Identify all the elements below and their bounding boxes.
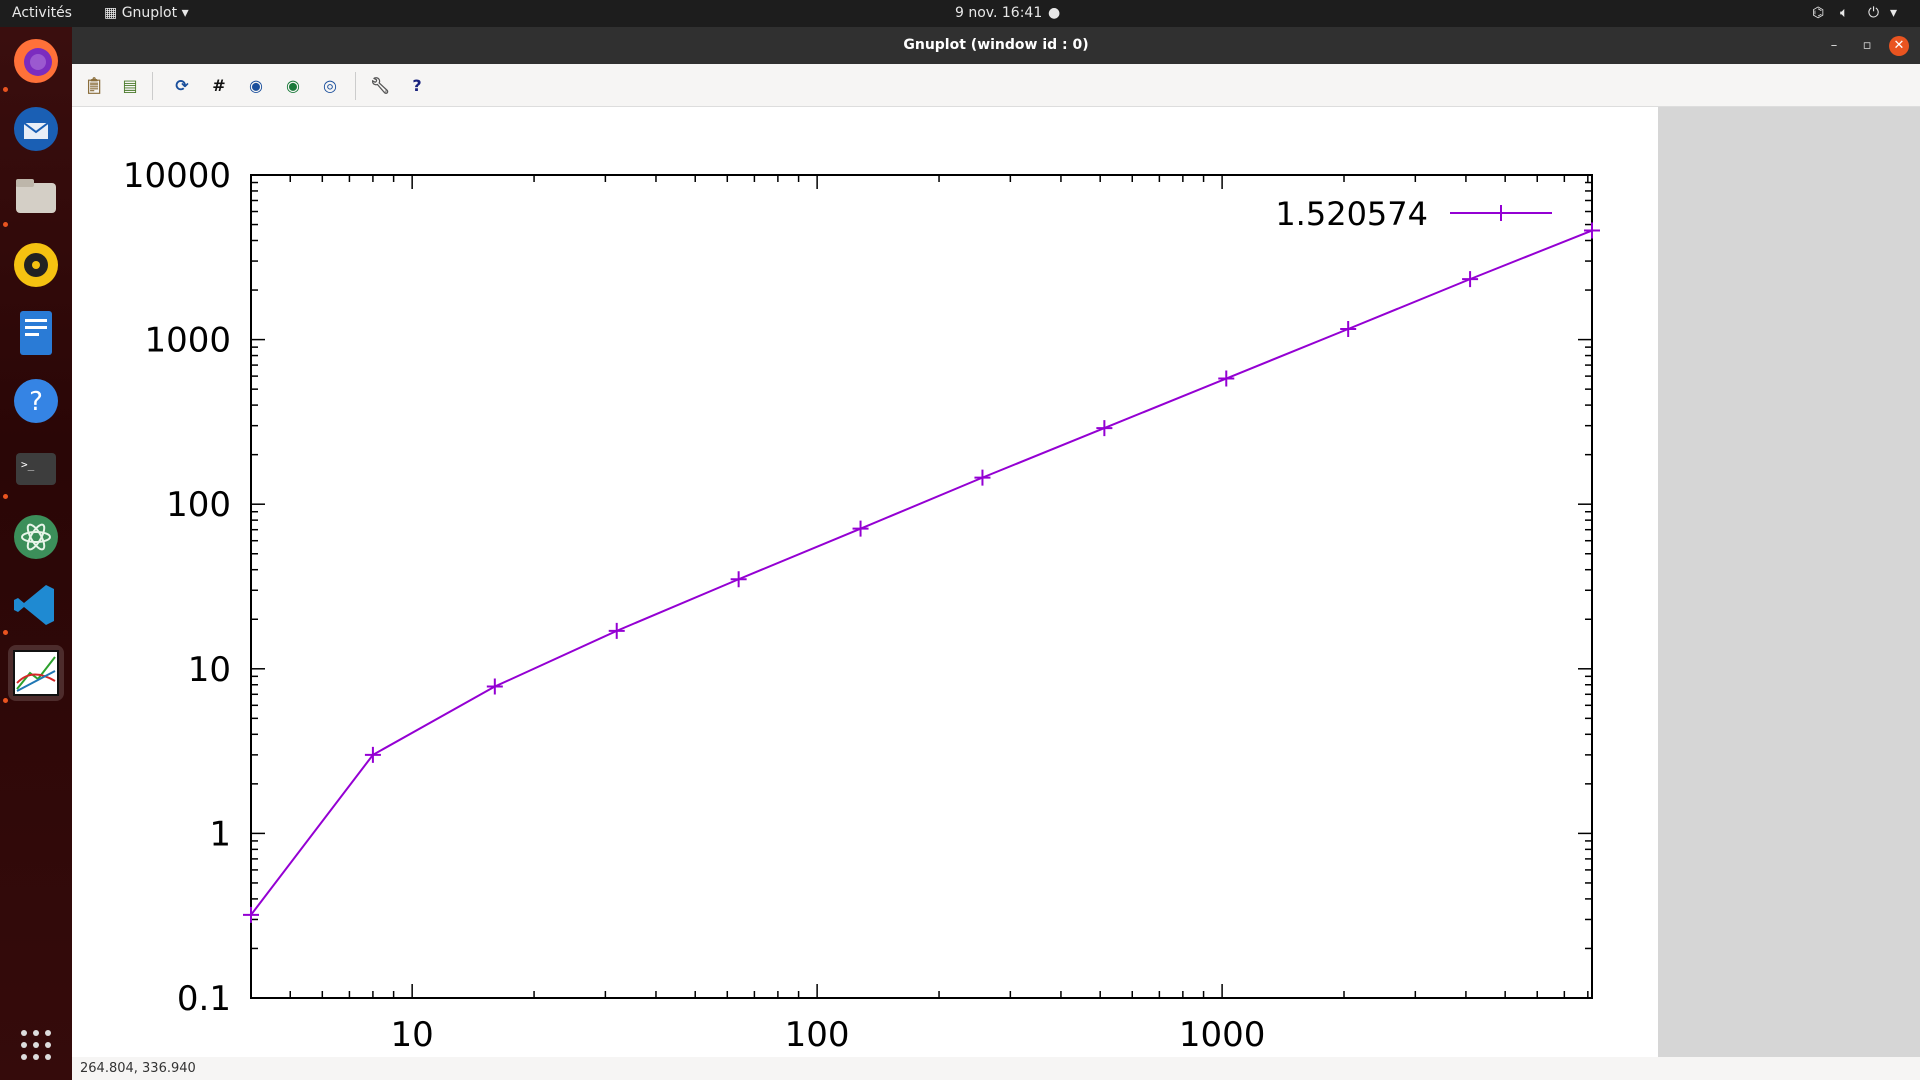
notification-dot-icon: ●: [1048, 5, 1061, 21]
dock: ? >_: [0, 27, 72, 1080]
maximize-icon[interactable]: ▫: [1862, 38, 1872, 53]
y-tick-label: 100: [166, 485, 231, 525]
power-icon[interactable]: ⏻: [1868, 5, 1880, 21]
zoom-previous-icon[interactable]: ◉: [249, 76, 263, 95]
running-indicator: [3, 494, 8, 499]
running-indicator: [3, 698, 8, 703]
running-indicator: [3, 630, 8, 635]
data-point: [243, 906, 259, 923]
series-line: [250, 229, 1593, 916]
window-titlebar[interactable]: Gnuplot (window id : 0) – ▫ ✕: [72, 27, 1920, 64]
y-tick-label: 10000: [123, 156, 231, 196]
files-icon[interactable]: [8, 169, 64, 225]
volume-icon[interactable]: 🔈︎: [1840, 5, 1849, 21]
terminal-icon[interactable]: >_: [8, 441, 64, 497]
toolbar-separator: [355, 72, 356, 100]
data-point: [730, 571, 747, 588]
writer-icon[interactable]: [8, 305, 64, 361]
settings-wrench-icon[interactable]: 🔧︎: [369, 76, 391, 95]
running-indicator: [3, 87, 8, 92]
app-menu[interactable]: ▦ Gnuplot ▾: [104, 5, 189, 21]
gnuplot-window: Gnuplot (window id : 0) – ▫ ✕ 📋︎ ▤ ⟳ # ◉…: [72, 27, 1920, 1080]
minimize-icon[interactable]: –: [1830, 38, 1838, 53]
activities-button[interactable]: Activités: [12, 5, 72, 21]
data-point: [1462, 271, 1479, 288]
clock[interactable]: 9 nov. 16:41: [955, 5, 1043, 21]
data-point: [608, 622, 625, 639]
data-point: [1218, 370, 1235, 387]
copy-clipboard-icon[interactable]: 📋︎: [83, 76, 105, 95]
toolbar-separator: [152, 72, 153, 100]
autoscale-icon[interactable]: ◎: [323, 76, 337, 95]
svg-text:?: ?: [29, 387, 43, 417]
top-bar: Activités ▦ Gnuplot ▾ 9 nov. 16:41 ● ⌬ 🔈…: [0, 0, 1920, 27]
chevron-down-icon: ▾: [181, 5, 189, 21]
help-icon[interactable]: ?: [8, 373, 64, 429]
status-bar: 264.804, 336.940: [72, 1057, 1920, 1080]
close-icon[interactable]: ✕: [1889, 36, 1909, 56]
x-tick-label: 100: [785, 1015, 850, 1055]
data-point: [486, 678, 503, 695]
mouse-coordinates: 264.804, 336.940: [80, 1061, 196, 1076]
svg-text:>_: >_: [21, 458, 35, 471]
y-tick-label: 1000: [144, 321, 231, 361]
plot-border: [250, 174, 1593, 999]
zoom-next-icon[interactable]: ◉: [286, 76, 300, 95]
toolbar: 📋︎ ▤ ⟳ # ◉ ◉ ◎ 🔧︎ ?: [72, 64, 1920, 107]
data-point: [364, 746, 381, 763]
legend-label: 1.520574: [1275, 195, 1428, 233]
help-question-icon[interactable]: ?: [412, 76, 422, 95]
x-tick-label: 10: [391, 1015, 434, 1055]
chart: 0.1 1 10 100 1000 10000 10 100 1000 1.520574: [123, 156, 1600, 1055]
replot-icon[interactable]: ⟳: [175, 76, 189, 95]
app-menu-label: Gnuplot: [121, 5, 178, 21]
thunderbird-icon[interactable]: [8, 101, 64, 157]
y-tick-label: 1: [209, 814, 231, 854]
running-indicator: [3, 222, 8, 227]
gnuplot-small-icon: ▦: [104, 5, 118, 21]
data-point: [852, 520, 869, 537]
y-tick-label: 10: [188, 650, 231, 690]
firefox-icon[interactable]: [8, 33, 64, 89]
network-icon[interactable]: ⌬: [1812, 5, 1825, 21]
grid-icon[interactable]: #: [212, 76, 226, 95]
print-export-icon[interactable]: ▤: [122, 76, 138, 95]
data-point: [1340, 320, 1357, 337]
canvas-margin: [1658, 107, 1920, 1057]
rhythmbox-icon[interactable]: [8, 237, 64, 293]
data-point: [974, 469, 991, 486]
vscode-icon[interactable]: [8, 577, 64, 633]
y-tick-label: 0.1: [177, 979, 231, 1019]
system-menu-chevron-icon[interactable]: ▾: [1890, 5, 1898, 21]
legend-marker: [1493, 205, 1509, 221]
window-title: Gnuplot (window id : 0): [903, 37, 1089, 53]
plot-area[interactable]: 0.1 1 10 100 1000 10000 10 100 1000 1.520574: [72, 107, 1658, 1057]
x-tick-label: 1000: [1179, 1015, 1266, 1055]
show-applications-grid-icon[interactable]: [8, 1017, 64, 1073]
data-point: [1584, 222, 1600, 239]
atom-icon[interactable]: [8, 509, 64, 565]
data-point: [1096, 420, 1113, 437]
gnuplot-icon[interactable]: [8, 645, 64, 701]
